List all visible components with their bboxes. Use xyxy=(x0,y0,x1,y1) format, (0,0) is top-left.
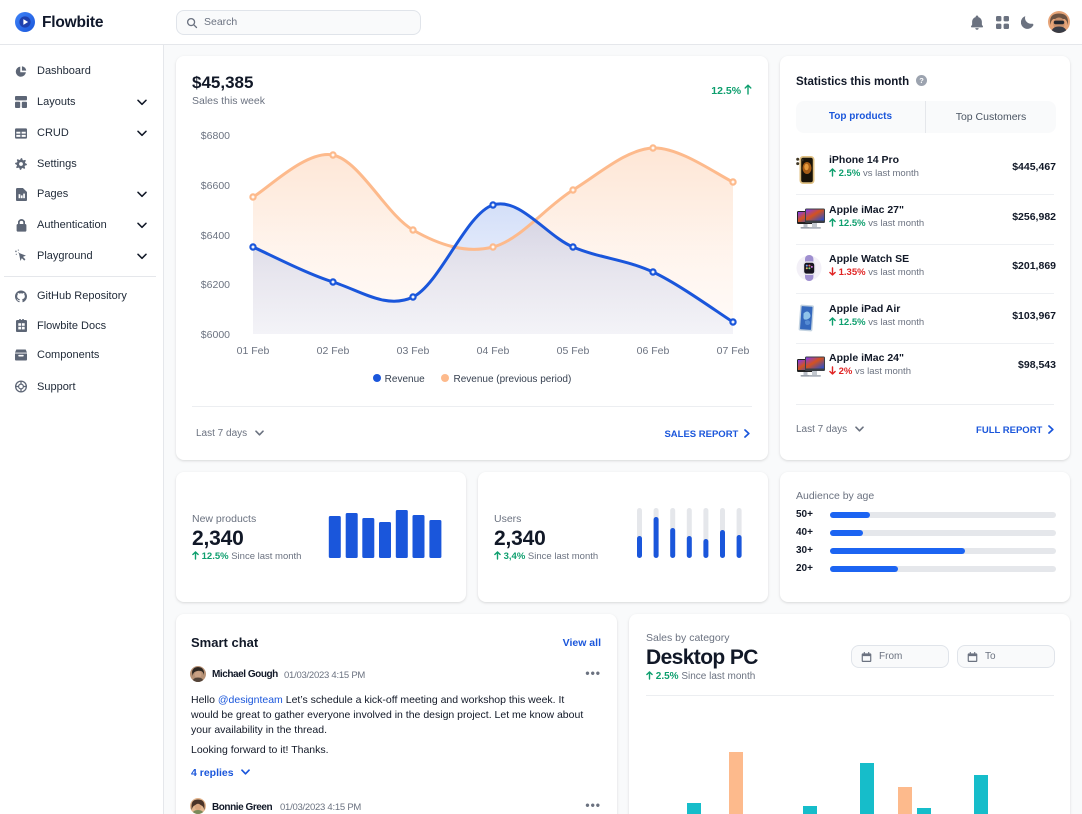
svg-text:$6800: $6800 xyxy=(201,130,230,142)
svg-text:$6000: $6000 xyxy=(201,329,230,341)
svg-text:?: ? xyxy=(920,76,925,85)
svg-text:$6400: $6400 xyxy=(201,230,230,242)
svg-text:$6200: $6200 xyxy=(201,279,230,291)
svg-text:04 Feb: 04 Feb xyxy=(477,345,510,357)
svg-text:01 Feb: 01 Feb xyxy=(237,345,270,357)
svg-text:07 Feb: 07 Feb xyxy=(717,345,750,357)
svg-text:03 Feb: 03 Feb xyxy=(397,345,430,357)
svg-text:$6600: $6600 xyxy=(201,180,230,192)
svg-text:06 Feb: 06 Feb xyxy=(637,345,670,357)
svg-text:05 Feb: 05 Feb xyxy=(557,345,590,357)
svg-text:02 Feb: 02 Feb xyxy=(317,345,350,357)
